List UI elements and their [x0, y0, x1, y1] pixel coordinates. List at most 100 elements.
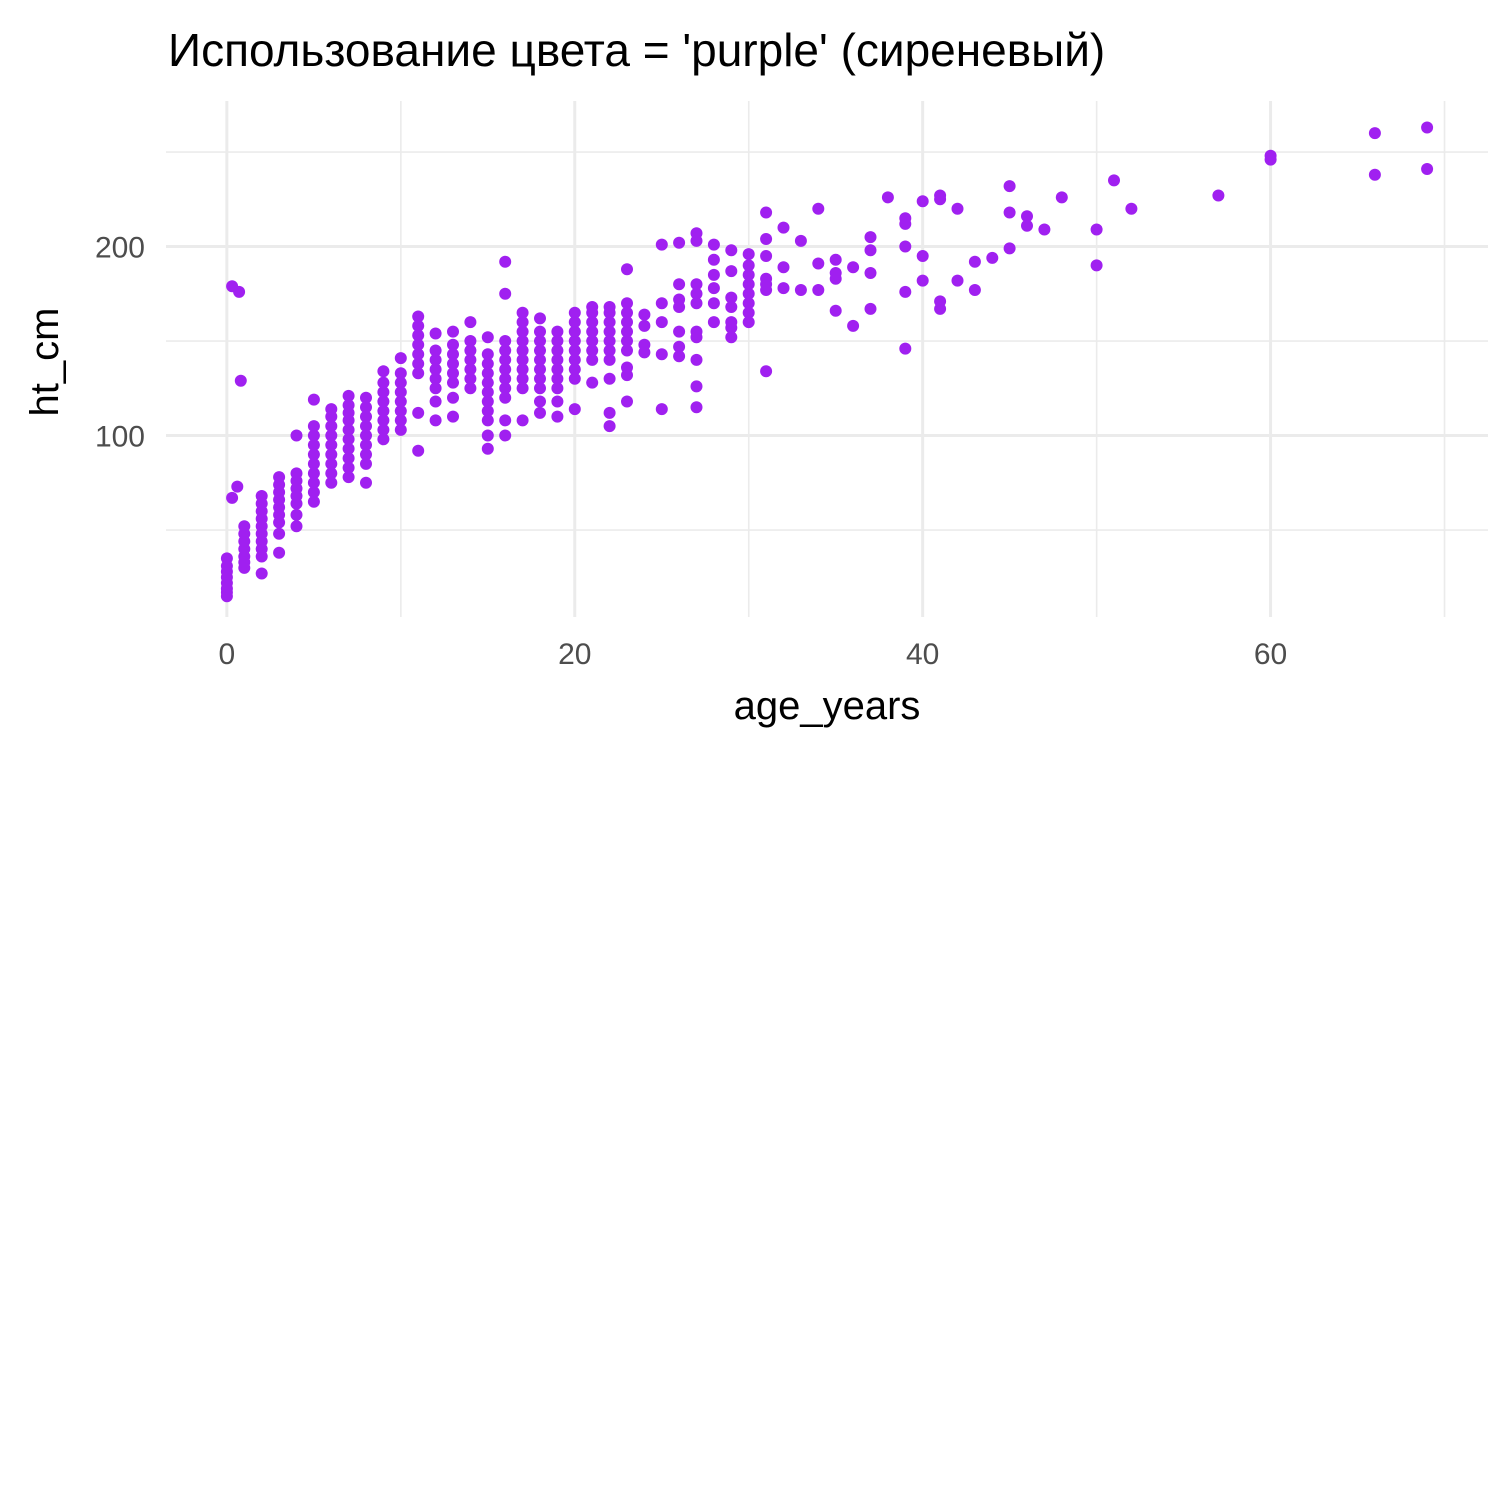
data-point — [917, 275, 929, 287]
data-point — [1021, 210, 1033, 222]
data-point — [395, 367, 407, 379]
data-point — [795, 284, 807, 296]
data-point — [1038, 224, 1050, 236]
data-point — [725, 244, 737, 256]
data-point — [1004, 242, 1016, 254]
data-point — [1421, 122, 1433, 134]
data-point — [725, 316, 737, 328]
data-point — [1004, 180, 1016, 192]
data-point — [638, 309, 650, 321]
x-tick-label: 40 — [906, 638, 939, 671]
data-point — [725, 292, 737, 304]
data-point — [447, 326, 459, 338]
data-point — [604, 301, 616, 313]
data-point — [604, 407, 616, 419]
data-point — [760, 273, 772, 285]
data-point — [760, 250, 772, 262]
data-point — [1091, 224, 1103, 236]
data-point — [691, 401, 703, 413]
data-point — [226, 492, 238, 504]
data-point — [882, 191, 894, 203]
data-point — [412, 311, 424, 323]
data-point — [464, 316, 476, 328]
x-tick-label: 20 — [558, 638, 591, 671]
data-point — [673, 278, 685, 290]
data-point — [656, 348, 668, 360]
data-point — [291, 520, 303, 532]
data-point — [1369, 127, 1381, 139]
data-point — [969, 284, 981, 296]
data-point — [1369, 169, 1381, 181]
data-point — [778, 222, 790, 234]
data-point — [638, 339, 650, 351]
data-point — [708, 269, 720, 281]
data-point — [256, 568, 268, 580]
data-point — [517, 307, 529, 319]
data-point — [360, 392, 372, 404]
data-point — [430, 345, 442, 357]
data-point — [1108, 174, 1120, 186]
data-point — [534, 312, 546, 324]
data-point — [534, 326, 546, 338]
data-point — [899, 343, 911, 355]
data-point — [1056, 191, 1068, 203]
data-point — [691, 354, 703, 366]
data-point — [656, 316, 668, 328]
x-tick-label: 0 — [219, 638, 236, 671]
x-tick-label: 60 — [1254, 638, 1287, 671]
data-point — [1212, 190, 1224, 202]
data-point — [691, 326, 703, 338]
data-point — [952, 203, 964, 215]
data-point — [621, 263, 633, 275]
data-point — [377, 377, 389, 389]
data-point — [604, 420, 616, 432]
data-point — [447, 339, 459, 351]
data-point — [812, 203, 824, 215]
data-point — [899, 212, 911, 224]
data-point — [1004, 207, 1016, 219]
data-point — [377, 365, 389, 377]
data-point — [586, 377, 598, 389]
data-point — [291, 430, 303, 442]
data-point — [986, 252, 998, 264]
data-point — [830, 254, 842, 266]
data-point — [551, 326, 563, 338]
data-point — [482, 443, 494, 455]
data-point — [482, 348, 494, 360]
data-point — [691, 278, 703, 290]
data-point — [708, 239, 720, 251]
data-point — [673, 294, 685, 306]
data-point — [743, 248, 755, 260]
data-point — [308, 420, 320, 432]
data-point — [969, 256, 981, 268]
chart-title: Использование цвета = 'purple' (сиреневы… — [168, 24, 1105, 76]
data-point — [412, 407, 424, 419]
data-point — [273, 471, 285, 483]
data-point — [673, 341, 685, 353]
data-point — [482, 430, 494, 442]
data-point — [325, 403, 337, 415]
data-point — [952, 275, 964, 287]
data-point — [778, 282, 790, 294]
data-point — [604, 373, 616, 385]
data-point — [760, 233, 772, 245]
data-point — [865, 244, 877, 256]
data-point — [499, 256, 511, 268]
data-point — [760, 365, 772, 377]
data-point — [233, 286, 245, 298]
data-point — [847, 320, 859, 332]
data-point — [1421, 163, 1433, 175]
x-axis-title: age_years — [734, 684, 921, 728]
data-point — [569, 307, 581, 319]
data-point — [1265, 150, 1277, 162]
data-point — [482, 331, 494, 343]
data-point — [534, 396, 546, 408]
data-point — [499, 288, 511, 300]
data-point — [830, 305, 842, 317]
data-point — [917, 195, 929, 207]
data-point — [256, 490, 268, 502]
data-point — [273, 528, 285, 540]
data-point — [499, 335, 511, 347]
data-point — [812, 284, 824, 296]
